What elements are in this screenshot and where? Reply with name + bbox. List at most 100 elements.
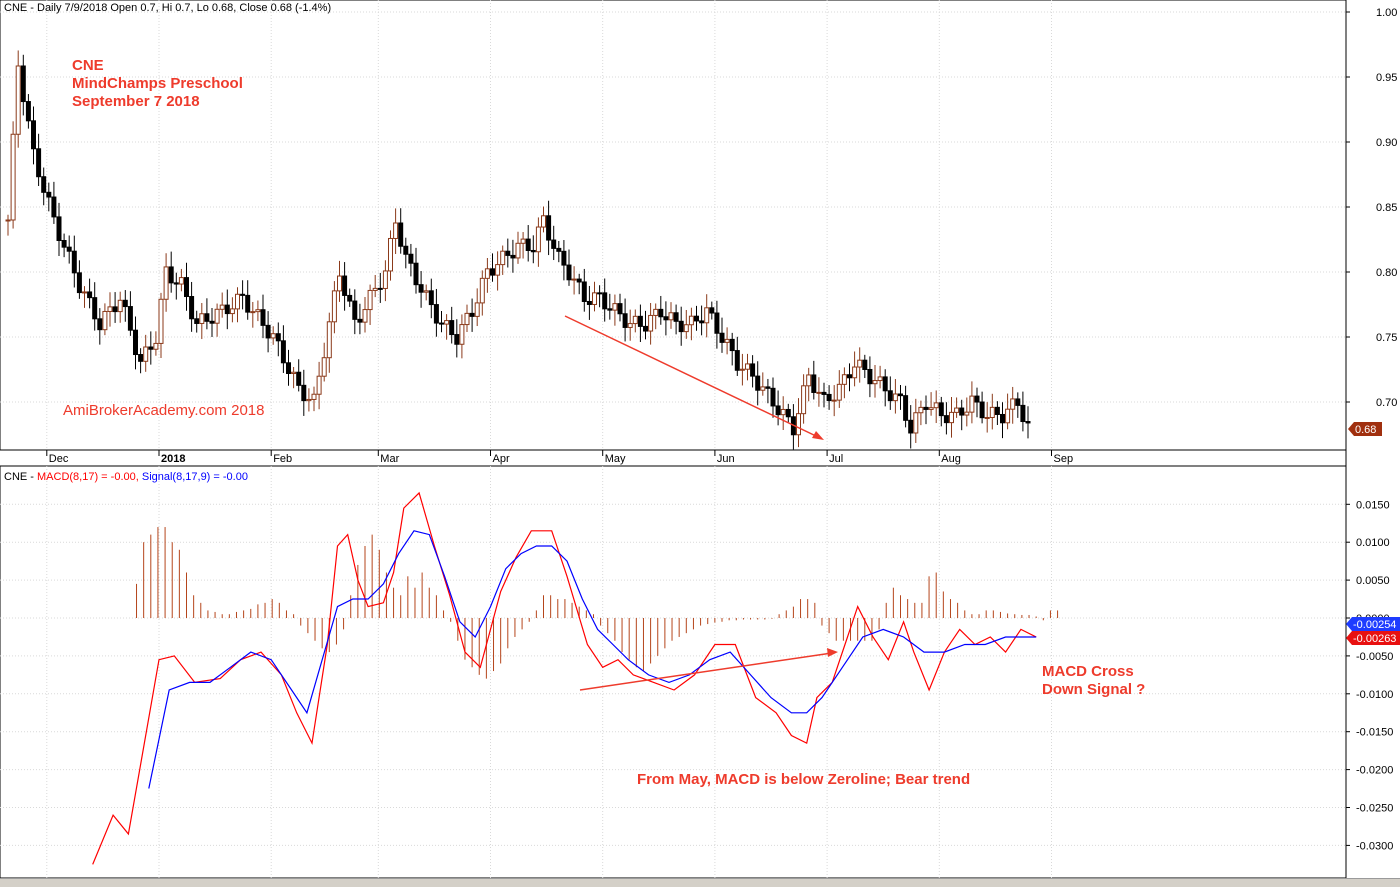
price-tick-label: 0.80 [1376,267,1397,279]
candle-up [459,324,465,345]
candle-up [806,374,812,387]
macd-tick-label: 0.0050 [1356,575,1390,587]
candle-down [184,277,189,298]
candle-up [877,376,883,382]
candle-down [224,304,230,315]
candle-down [449,320,455,336]
candle-up [892,393,898,402]
candle-up [632,315,638,325]
candle-down [607,308,613,311]
candle-down [112,306,118,313]
candle-up [1005,408,1011,424]
macd-legend: MACD(8,17) = -0.00, [37,471,139,483]
candle-down [908,419,914,434]
candle-down [301,384,307,402]
candle-up [153,342,159,350]
x-tick-label: Mar [380,453,399,465]
candle-up [382,270,388,289]
candle-down [127,306,133,331]
signal-badge-shape [1346,617,1400,631]
candle-up [5,219,11,222]
x-tick-label: Feb [273,453,292,465]
candle-down [428,290,434,306]
candle-up [745,363,750,370]
candle-down [709,307,715,314]
x-axis-labels: Dec 2018 Feb Mar Apr May Jun Jul Aug Sep [46,450,1073,465]
candle-down [36,148,42,178]
candle-down [398,222,404,247]
candle-down [566,264,572,281]
candle-up [291,371,297,375]
macd-header-prefix: CNE - [4,471,37,483]
candle-up [592,292,597,305]
candle-down [887,390,893,402]
x-tick-label: May [605,453,626,465]
candle-down [867,368,873,385]
candle-up [801,385,807,415]
candle-up [102,310,108,331]
sheet-tabs-bar[interactable] [0,878,1400,887]
candle-up [571,278,577,281]
candle-up [984,416,990,419]
candle-up [841,374,847,385]
candle-down [622,313,628,328]
candle-down [673,312,679,322]
candle-down [469,312,475,317]
candle-down [597,292,603,295]
x-tick-label: Dec [49,453,69,465]
candle-up [163,266,169,300]
candle-down [148,346,154,350]
macd-badge-shape [1346,631,1400,645]
candle-up [683,324,689,333]
candle-down [602,292,608,310]
candle-down [556,247,562,252]
candle-down [510,254,516,259]
candle-down [46,191,52,198]
signal-line [148,530,1037,789]
candle-down [1015,398,1021,406]
candle-down [408,253,414,264]
candle-up [760,386,766,391]
macd-tick-label: -0.0150 [1356,727,1393,739]
candle-down [87,291,93,299]
candle-down [979,401,985,419]
candle-up [648,314,654,332]
candle-down [168,266,174,284]
macd-histogram [136,527,1059,679]
macd-badge-value: -0.00263 [1353,633,1396,645]
candle-down [847,374,852,379]
candle-up [836,383,842,401]
candle-down [974,395,980,403]
candle-up [653,308,659,316]
price-tick-label: 0.75 [1376,332,1397,344]
candle-down [342,275,348,296]
x-tick-label: Apr [493,453,510,465]
candle-up [857,359,863,368]
candle-down [209,320,215,324]
candle-down [1020,404,1026,423]
candle-down [286,362,291,375]
candle-down [433,304,439,324]
candle-down [296,371,302,386]
candle-up [627,323,633,328]
candle-down [714,312,720,334]
price-tick-label: 0.95 [1376,72,1397,84]
macd-tick-label: -0.0250 [1356,803,1393,815]
candle-up [199,313,205,324]
x-tick-label: Aug [941,453,961,465]
candle-up [229,308,235,315]
annotation-cross-line2: Down Signal ? [1042,681,1145,698]
candle-up [954,407,960,413]
x-tick-label: Jul [829,453,843,465]
candle-down [750,363,756,377]
candle-down [138,354,144,362]
annotation-cross-line1: MACD Cross [1042,663,1134,680]
candle-up [214,308,220,324]
candle-up [250,311,256,314]
candle-up [668,312,674,321]
candle-down [505,250,511,256]
macd-y-ticks: 0.01500.01000.00500.0000-0.0050-0.0100-0… [1346,499,1393,852]
candle-up [913,412,919,434]
candle-down [586,300,592,305]
candle-down [245,294,251,313]
